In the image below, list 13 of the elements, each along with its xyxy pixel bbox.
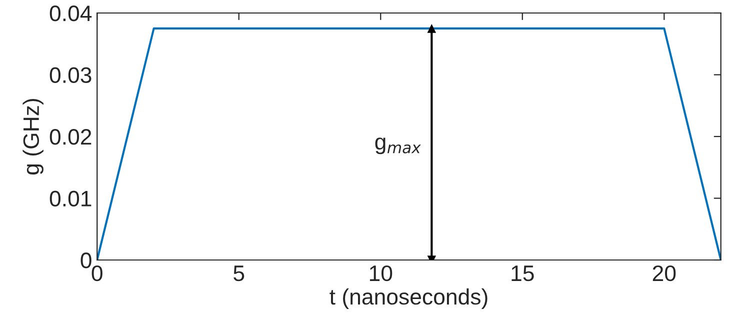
x-tick-label: 5	[234, 266, 244, 282]
y-tick-label: 0.03	[50, 67, 92, 84]
annotation: g$_{max}$	[375, 138, 421, 154]
y-tick-label: 0	[80, 252, 92, 268]
y-tick-label: 0.04	[50, 6, 92, 22]
y-axis-title: g (GHz)	[22, 98, 44, 174]
x-axis-title: t (nanoseconds)	[330, 288, 488, 310]
y-tick-label: 0.02	[50, 129, 92, 145]
x-tick-label: 10	[370, 265, 392, 282]
x-tick-label: 0	[92, 265, 102, 282]
x-tick-label: 20	[652, 265, 676, 282]
x-tick-label: 15	[512, 266, 534, 282]
y-tick-label: 0.01	[50, 190, 92, 207]
